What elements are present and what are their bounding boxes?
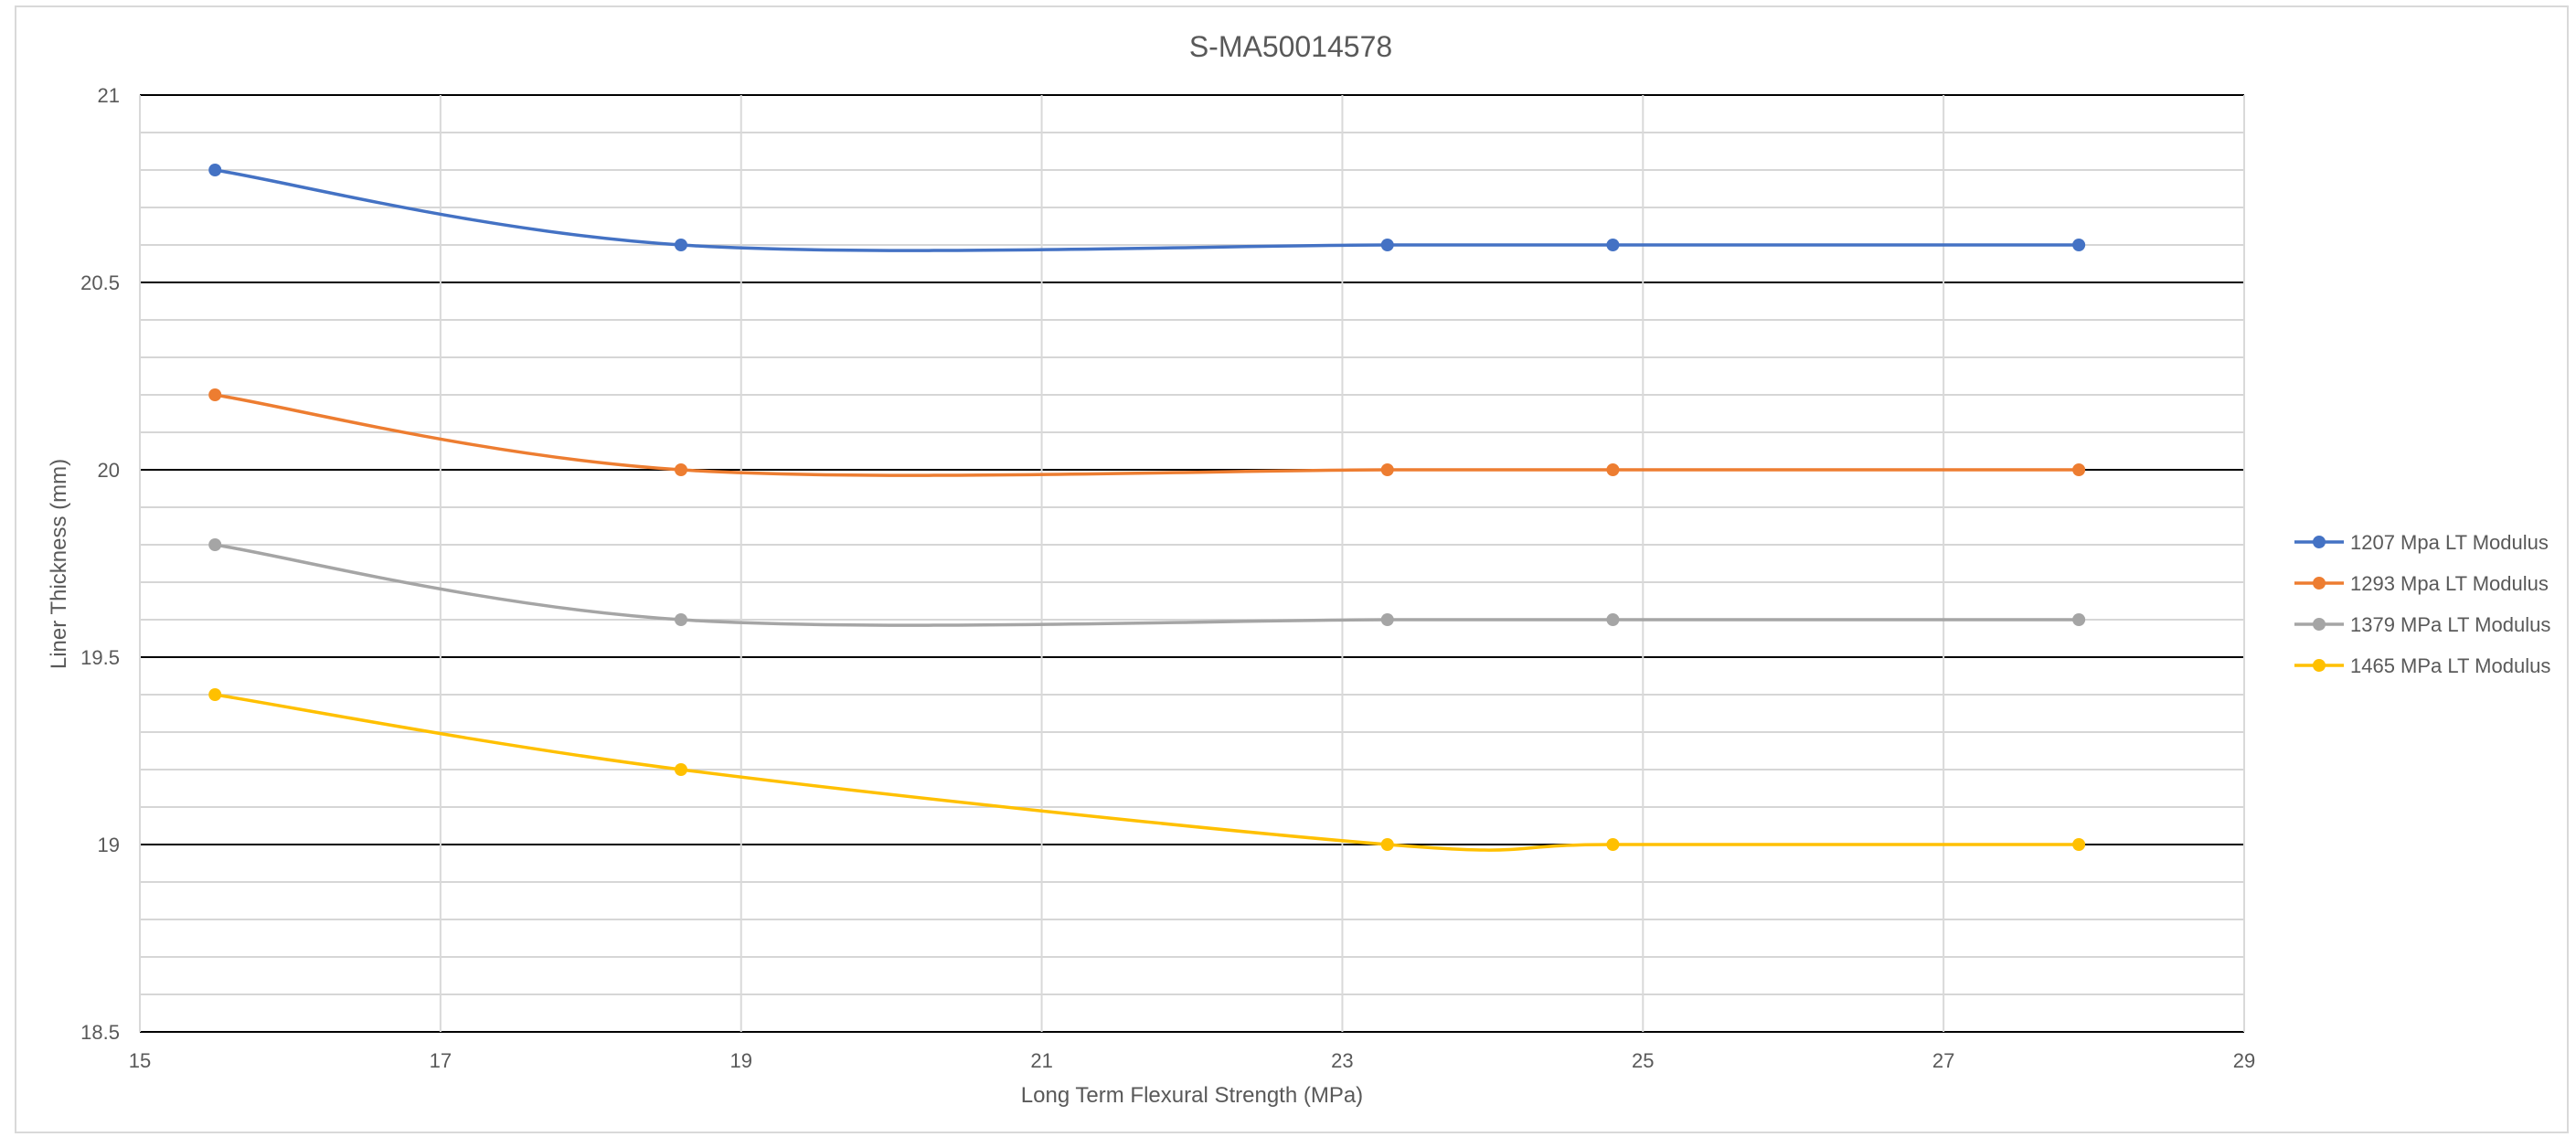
legend-swatch-marker	[2313, 536, 2326, 548]
data-point	[2072, 239, 2086, 251]
series-layer	[208, 164, 2086, 852]
grid-lines	[139, 94, 2245, 1033]
data-point	[1606, 838, 1620, 851]
x-tick-label: 19	[729, 1049, 751, 1072]
data-point	[1380, 239, 1394, 251]
series-4	[208, 688, 2086, 852]
legend-item: 1379 MPa LT Modulus	[2294, 613, 2550, 636]
legend-label: 1379 MPa LT Modulus	[2350, 613, 2550, 636]
data-point	[208, 388, 222, 401]
x-axis-title: Long Term Flexural Strength (MPa)	[1021, 1083, 1363, 1108]
axis-tick-labels: 18.5 19 19.5 20 20.5 21 15 17 19 21 23 25 27 29	[80, 84, 2255, 1072]
x-tick-label: 21	[1030, 1049, 1052, 1072]
series-1	[208, 164, 2086, 252]
series-2	[208, 388, 2086, 477]
y-tick-label: 20.5	[80, 271, 120, 294]
legend-item: 1293 Mpa LT Modulus	[2294, 572, 2549, 595]
data-point	[674, 763, 687, 776]
data-point	[1380, 838, 1394, 851]
y-tick-label: 21	[98, 84, 120, 107]
series-line	[214, 168, 2080, 252]
data-point	[674, 463, 687, 476]
x-tick-label: 25	[1632, 1049, 1654, 1072]
legend-label: 1293 Mpa LT Modulus	[2350, 572, 2549, 595]
y-tick-label: 18.5	[80, 1021, 120, 1044]
data-point	[2072, 838, 2086, 851]
legend-item: 1207 Mpa LT Modulus	[2294, 531, 2549, 554]
data-point	[208, 164, 222, 176]
y-tick-label: 19	[98, 834, 120, 856]
legend-label: 1207 Mpa LT Modulus	[2350, 531, 2549, 554]
legend-item: 1465 MPa LT Modulus	[2294, 654, 2550, 677]
data-point	[208, 688, 222, 701]
y-axis-title: Liner Thickness (mm)	[47, 459, 71, 669]
data-point	[674, 613, 687, 626]
data-point	[2072, 613, 2086, 626]
x-tick-label: 17	[430, 1049, 452, 1072]
y-tick-label: 19.5	[80, 646, 120, 669]
data-point	[1380, 463, 1394, 476]
legend-swatch-marker	[2313, 618, 2326, 631]
series-line	[214, 393, 2080, 477]
x-tick-label: 15	[129, 1049, 151, 1072]
legend: 1207 Mpa LT Modulus 1293 Mpa LT Modulus 13…	[2294, 531, 2550, 677]
x-tick-label: 29	[2233, 1049, 2255, 1072]
data-point	[208, 538, 222, 551]
data-point	[1380, 613, 1394, 626]
data-point	[1606, 613, 1620, 626]
chart-title: S-MA50014578	[1189, 30, 1392, 63]
data-point	[1606, 463, 1620, 476]
series-line	[214, 693, 2080, 852]
x-tick-label: 23	[1331, 1049, 1353, 1072]
series-3	[208, 538, 2086, 627]
legend-swatch-marker	[2313, 659, 2326, 672]
legend-swatch-marker	[2313, 577, 2326, 590]
x-tick-label: 27	[1932, 1049, 1954, 1072]
legend-label: 1465 MPa LT Modulus	[2350, 654, 2550, 677]
y-tick-label: 20	[98, 459, 120, 482]
data-point	[2072, 463, 2086, 476]
series-line	[214, 543, 2080, 627]
data-point	[1606, 239, 1620, 251]
data-point	[674, 239, 687, 251]
